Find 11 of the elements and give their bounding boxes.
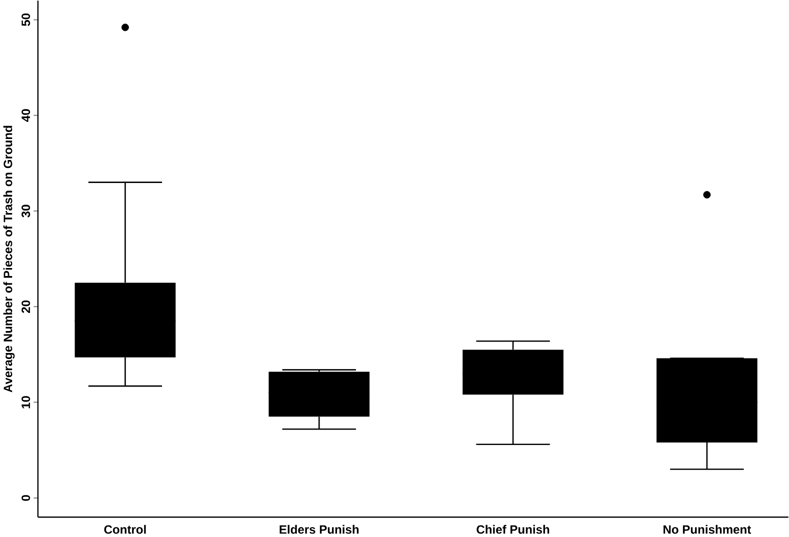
y-tick-label: 40: [22, 109, 30, 122]
y-tick-label: 30: [22, 204, 30, 218]
x-tick-label: Elders Punish: [280, 524, 359, 534]
y-tick-label: 0: [22, 495, 30, 501]
x-tick-label: No Punishment: [664, 524, 751, 534]
x-tick-label: Chief Punish: [476, 524, 550, 534]
y-axis-title: Average Number of Pieces of Trash on Ground: [3, 126, 15, 392]
y-tick-label: 10: [22, 396, 30, 408]
y-tick-label: 50: [22, 13, 30, 26]
x-tick-label: Control: [104, 524, 146, 534]
y-tick-label: 20: [22, 300, 30, 313]
